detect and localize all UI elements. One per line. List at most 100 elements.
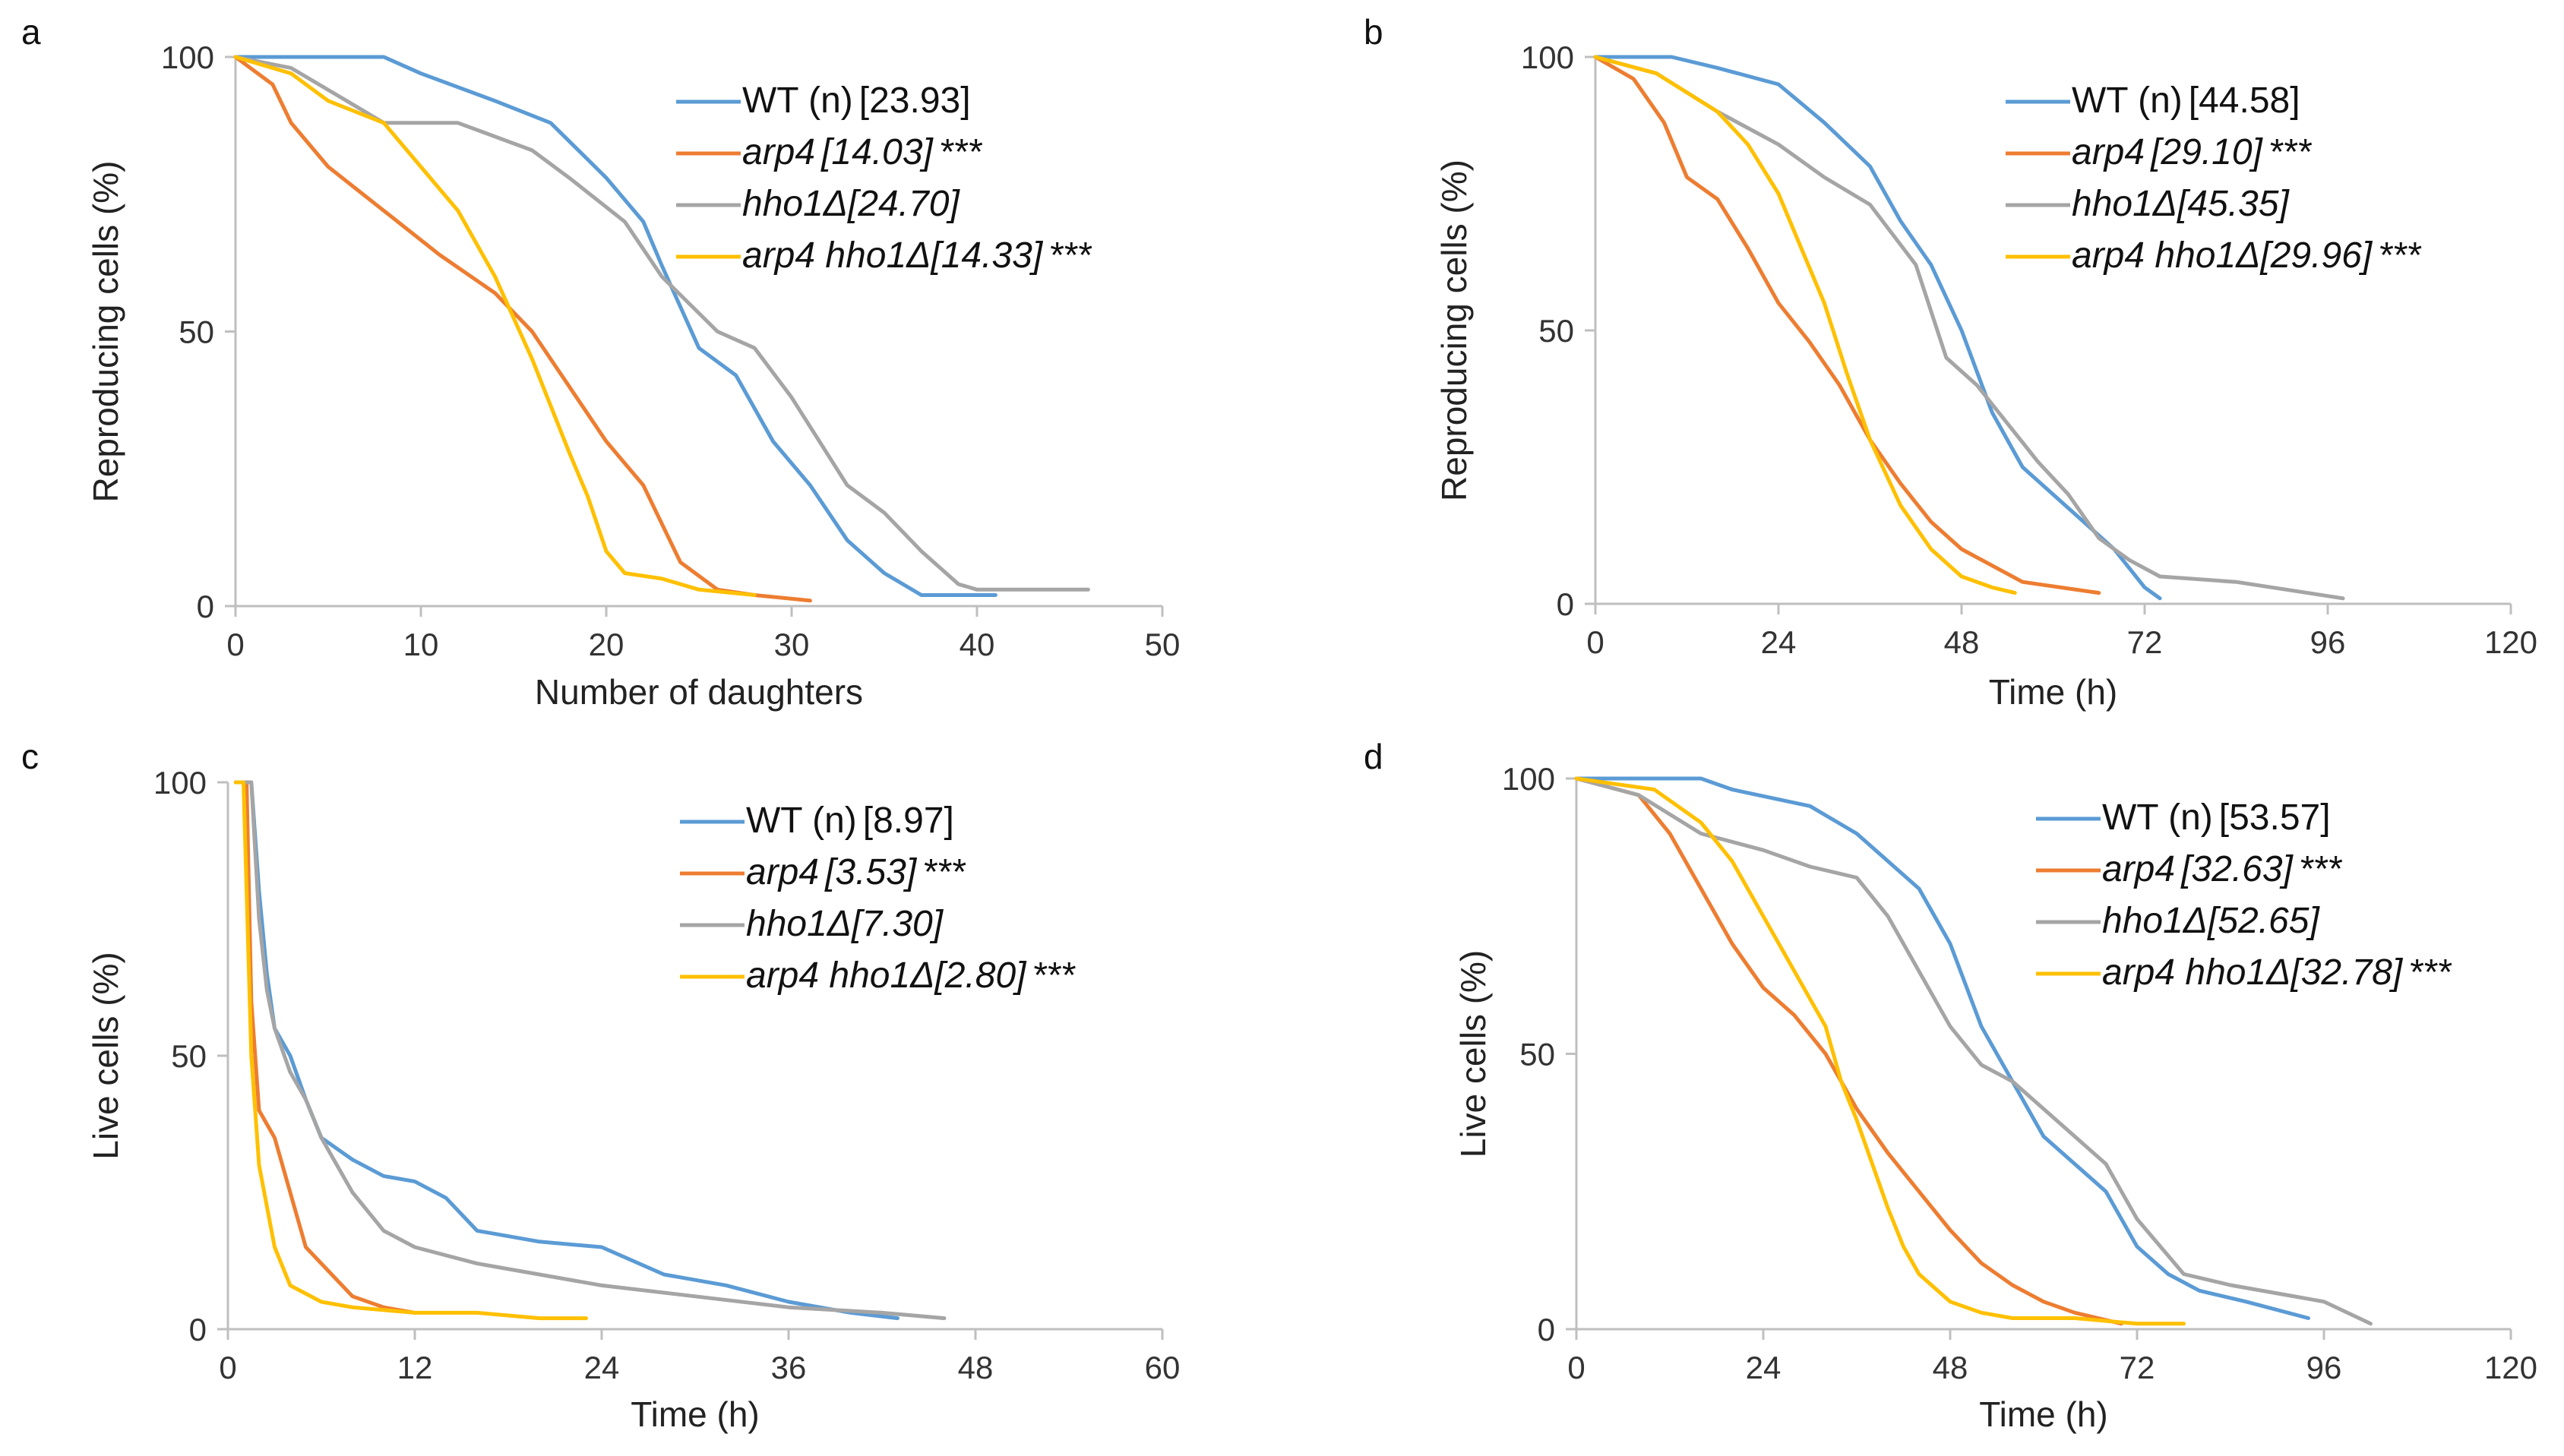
- x-axis-label: Time (h): [1989, 672, 2118, 712]
- panel-letter: a: [21, 12, 41, 52]
- legend-significance: ***: [1050, 235, 1092, 276]
- legend-name: WT (n): [742, 81, 853, 121]
- y-tick-label: 100: [161, 39, 214, 75]
- series-line-hho1: [1593, 55, 2345, 601]
- legend-value: [14.33]: [930, 235, 1043, 276]
- y-axis-label: Reproducing cells (%): [86, 161, 125, 503]
- x-tick-label: 10: [403, 627, 439, 662]
- legend-name: arp4 hho1Δ: [746, 955, 934, 996]
- legend-value: [14.03]: [820, 132, 934, 172]
- legend-entry-arp4: arp4 [3.53] ***: [746, 852, 966, 892]
- legend-name: hho1Δ: [746, 904, 852, 944]
- legend-entry-wt: WT (n) [53.57]: [2102, 797, 2331, 838]
- legend-value: [29.96]: [2259, 235, 2373, 276]
- legend-value: [7.30]: [851, 904, 944, 944]
- panel-a: a 0 10 20 30 40 50 0 50 100 Number of daughters Rep…: [21, 12, 1180, 712]
- legend-value: [44.58]: [2189, 81, 2300, 121]
- x-tick-label: 24: [584, 1350, 620, 1385]
- legend-name: arp4 hho1Δ: [2072, 235, 2260, 276]
- x-tick-label: 48: [958, 1350, 994, 1385]
- legend-value: [23.93]: [859, 81, 971, 121]
- x-tick-label: 96: [2310, 624, 2346, 660]
- legend-entry-wt: WT (n) [23.93]: [742, 81, 971, 121]
- legend-value: [8.97]: [863, 801, 954, 841]
- y-tick-label: 50: [1519, 1037, 1555, 1072]
- legend-entry-hho1: hho1Δ[7.30]: [746, 904, 944, 944]
- legend-entry-double: arp4 hho1Δ[32.78] ***: [2102, 952, 2452, 993]
- x-tick-label: 60: [1145, 1350, 1181, 1385]
- y-tick-label: 100: [153, 765, 207, 801]
- x-tick-label: 48: [1944, 624, 1980, 660]
- y-tick-label: 0: [1557, 586, 1574, 622]
- y-axis-label: Live cells (%): [86, 952, 125, 1160]
- series-line-double: [1574, 776, 2186, 1326]
- y-tick-label: 50: [171, 1038, 207, 1074]
- y-tick-label: 100: [1521, 39, 1574, 75]
- legend-entry-double: arp4 hho1Δ[29.96] ***: [2072, 235, 2422, 276]
- series-line-double: [233, 780, 588, 1321]
- series-line-hho1: [1574, 776, 2373, 1326]
- x-tick-label: 0: [1567, 1350, 1585, 1385]
- legend-significance: ***: [924, 852, 966, 892]
- x-tick-label: 120: [2484, 1350, 2537, 1385]
- x-tick-label: 72: [2120, 1350, 2155, 1385]
- legend-value: [52.65]: [2207, 901, 2320, 941]
- legend-name: arp4: [742, 132, 815, 172]
- series-line-wt: [233, 780, 899, 1321]
- legend-entry-hho1: hho1Δ[24.70]: [742, 184, 960, 224]
- legend-name: arp4: [746, 852, 819, 892]
- series-line-arp4: [1593, 55, 2101, 595]
- series-line-wt: [233, 55, 997, 597]
- y-tick-label: 0: [189, 1312, 207, 1347]
- legend-value: [24.70]: [847, 184, 960, 224]
- legend-significance: ***: [2300, 849, 2343, 889]
- legend-entry-wt: WT (n) [8.97]: [746, 801, 954, 841]
- legend-significance: ***: [2270, 132, 2313, 172]
- x-tick-label: 0: [226, 627, 244, 662]
- legend-significance: ***: [2379, 235, 2422, 276]
- legend-value: [29.10]: [2150, 132, 2263, 172]
- legend-significance: ***: [2410, 952, 2452, 993]
- x-tick-label: 48: [1933, 1350, 1968, 1385]
- y-tick-label: 0: [1538, 1312, 1555, 1347]
- legend-name: hho1Δ: [742, 184, 848, 224]
- x-tick-label: 24: [1746, 1350, 1782, 1385]
- legend-name: hho1Δ: [2102, 901, 2208, 941]
- x-tick-label: 72: [2127, 624, 2163, 660]
- panel-c: c 0 12 24 36 48 60 0 50 100 Time (h) Live cells (%)…: [21, 737, 1180, 1434]
- legend-name: arp4 hho1Δ: [742, 235, 931, 276]
- legend-value: [53.57]: [2219, 797, 2331, 838]
- legend-value: [2.80]: [934, 955, 1027, 996]
- x-tick-label: 120: [2484, 624, 2537, 660]
- x-tick-label: 12: [397, 1350, 433, 1385]
- legend-entry-hho1: hho1Δ[45.35]: [2072, 184, 2290, 224]
- y-axis-label: Reproducing cells (%): [1434, 159, 1474, 501]
- legend-name: WT (n): [2102, 797, 2213, 838]
- legend-name: arp4: [2072, 132, 2145, 172]
- panel-b: b 0 24 48 72 96 120 0 50 100 Time (h) Reproducing c…: [1364, 12, 2537, 712]
- legend-name: WT (n): [2072, 81, 2183, 121]
- legend-name: WT (n): [746, 801, 857, 841]
- series-line-arp4: [1574, 776, 2123, 1326]
- series-line-wt: [1574, 776, 2310, 1320]
- x-tick-label: 0: [219, 1350, 236, 1385]
- series-line-arp4: [233, 55, 812, 603]
- y-tick-label: 50: [1538, 313, 1574, 349]
- legend-entry-double: arp4 hho1Δ[14.33] ***: [742, 235, 1092, 276]
- series-line-arp4: [233, 780, 417, 1315]
- series-line-double: [1593, 55, 2017, 595]
- legend-entry-hho1: hho1Δ[52.65]: [2102, 901, 2320, 941]
- x-axis-label: Number of daughters: [535, 672, 863, 712]
- y-tick-label: 0: [197, 589, 214, 624]
- panel-d: d 0 24 48 72 96 120 0 50 100 Time (h) Live cells (%…: [1364, 737, 2537, 1434]
- legend-name: hho1Δ: [2072, 184, 2177, 224]
- legend-value: [32.78]: [2290, 952, 2403, 993]
- x-tick-label: 40: [960, 627, 995, 662]
- series-line-hho1: [233, 780, 947, 1321]
- x-tick-label: 36: [771, 1350, 807, 1385]
- x-tick-label: 24: [1761, 624, 1797, 660]
- y-axis-label: Live cells (%): [1453, 950, 1493, 1158]
- panel-letter: c: [21, 737, 39, 776]
- legend-entry-arp4: arp4 [29.10] ***: [2072, 132, 2313, 172]
